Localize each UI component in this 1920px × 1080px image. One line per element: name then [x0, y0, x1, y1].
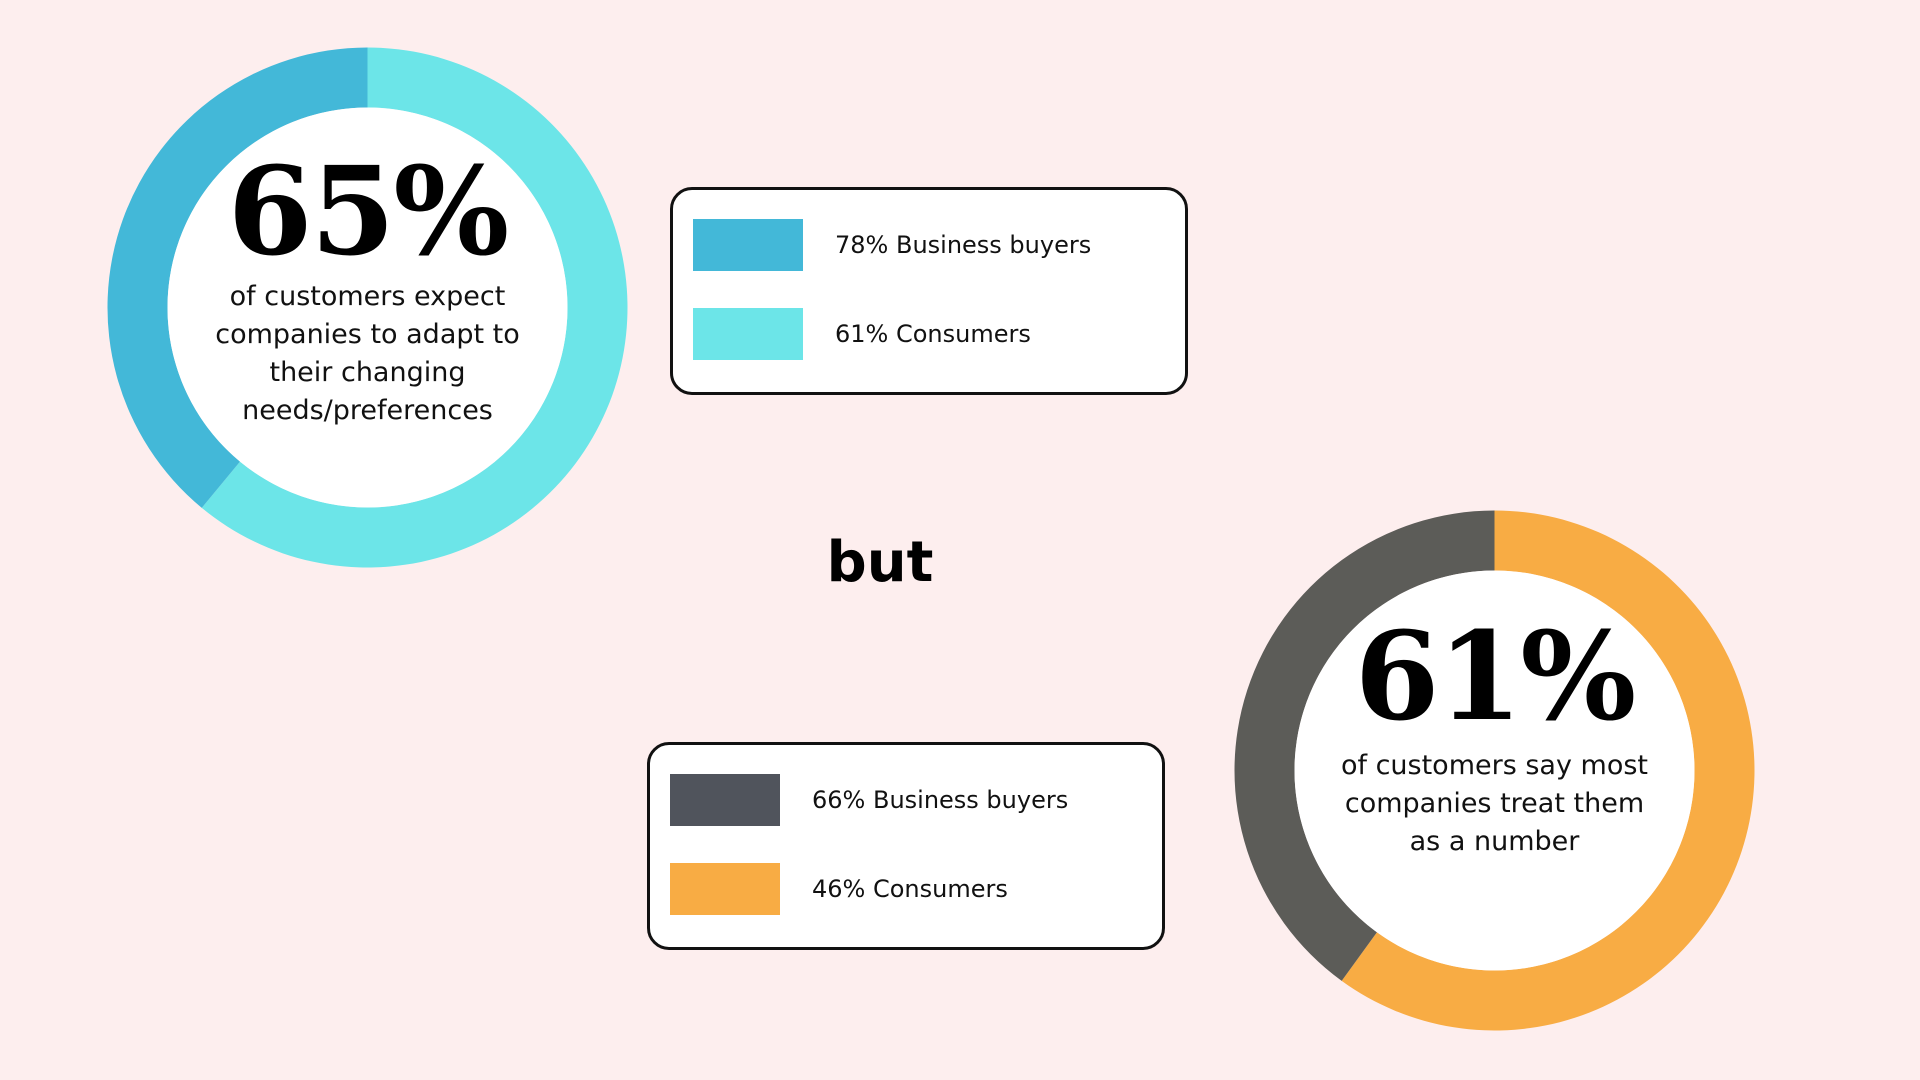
donut-hole	[167, 107, 568, 508]
legend-item-consumers: 46% Consumers	[670, 863, 1140, 915]
legend-swatch-business-buyers	[693, 219, 803, 271]
donut-hole	[1294, 570, 1695, 971]
donut-center-bottom: 61% of customers say most companies trea…	[1312, 615, 1677, 915]
donut-chart-treated-as-number	[1234, 510, 1755, 1031]
legend-bottom: 66% Business buyers 46% Consumers	[647, 742, 1165, 950]
donut-slice-0	[1341, 510, 1755, 1031]
legend-label-business-buyers: 66% Business buyers	[812, 786, 1069, 814]
donut-slice-1	[107, 47, 368, 508]
legend-swatch-consumers	[670, 863, 780, 915]
donut-chart-customers-expect-adapt	[107, 47, 628, 568]
donut-slice-0	[201, 47, 628, 568]
legend-label-consumers: 46% Consumers	[812, 875, 1008, 903]
legend-item-business-buyers: 78% Business buyers	[693, 219, 1163, 271]
legend-top: 78% Business buyers 61% Consumers	[670, 187, 1188, 395]
donut-caption-top: of customers expect companies to adapt t…	[215, 281, 520, 426]
legend-label-consumers: 61% Consumers	[835, 320, 1031, 348]
legend-item-consumers: 61% Consumers	[693, 308, 1163, 360]
donut-center-top: 65% of customers expect companies to ada…	[185, 150, 550, 480]
connector-text: but	[826, 530, 934, 595]
donut-slice-1	[1234, 510, 1495, 981]
legend-item-business-buyers: 66% Business buyers	[670, 774, 1140, 826]
legend-swatch-business-buyers	[670, 774, 780, 826]
big-percentage-65: 65%	[227, 139, 510, 283]
legend-swatch-consumers	[693, 308, 803, 360]
donut-caption-bottom: of customers say most companies treat th…	[1340, 750, 1649, 857]
big-percentage-61: 61%	[1354, 604, 1637, 748]
legend-label-business-buyers: 78% Business buyers	[835, 231, 1092, 259]
